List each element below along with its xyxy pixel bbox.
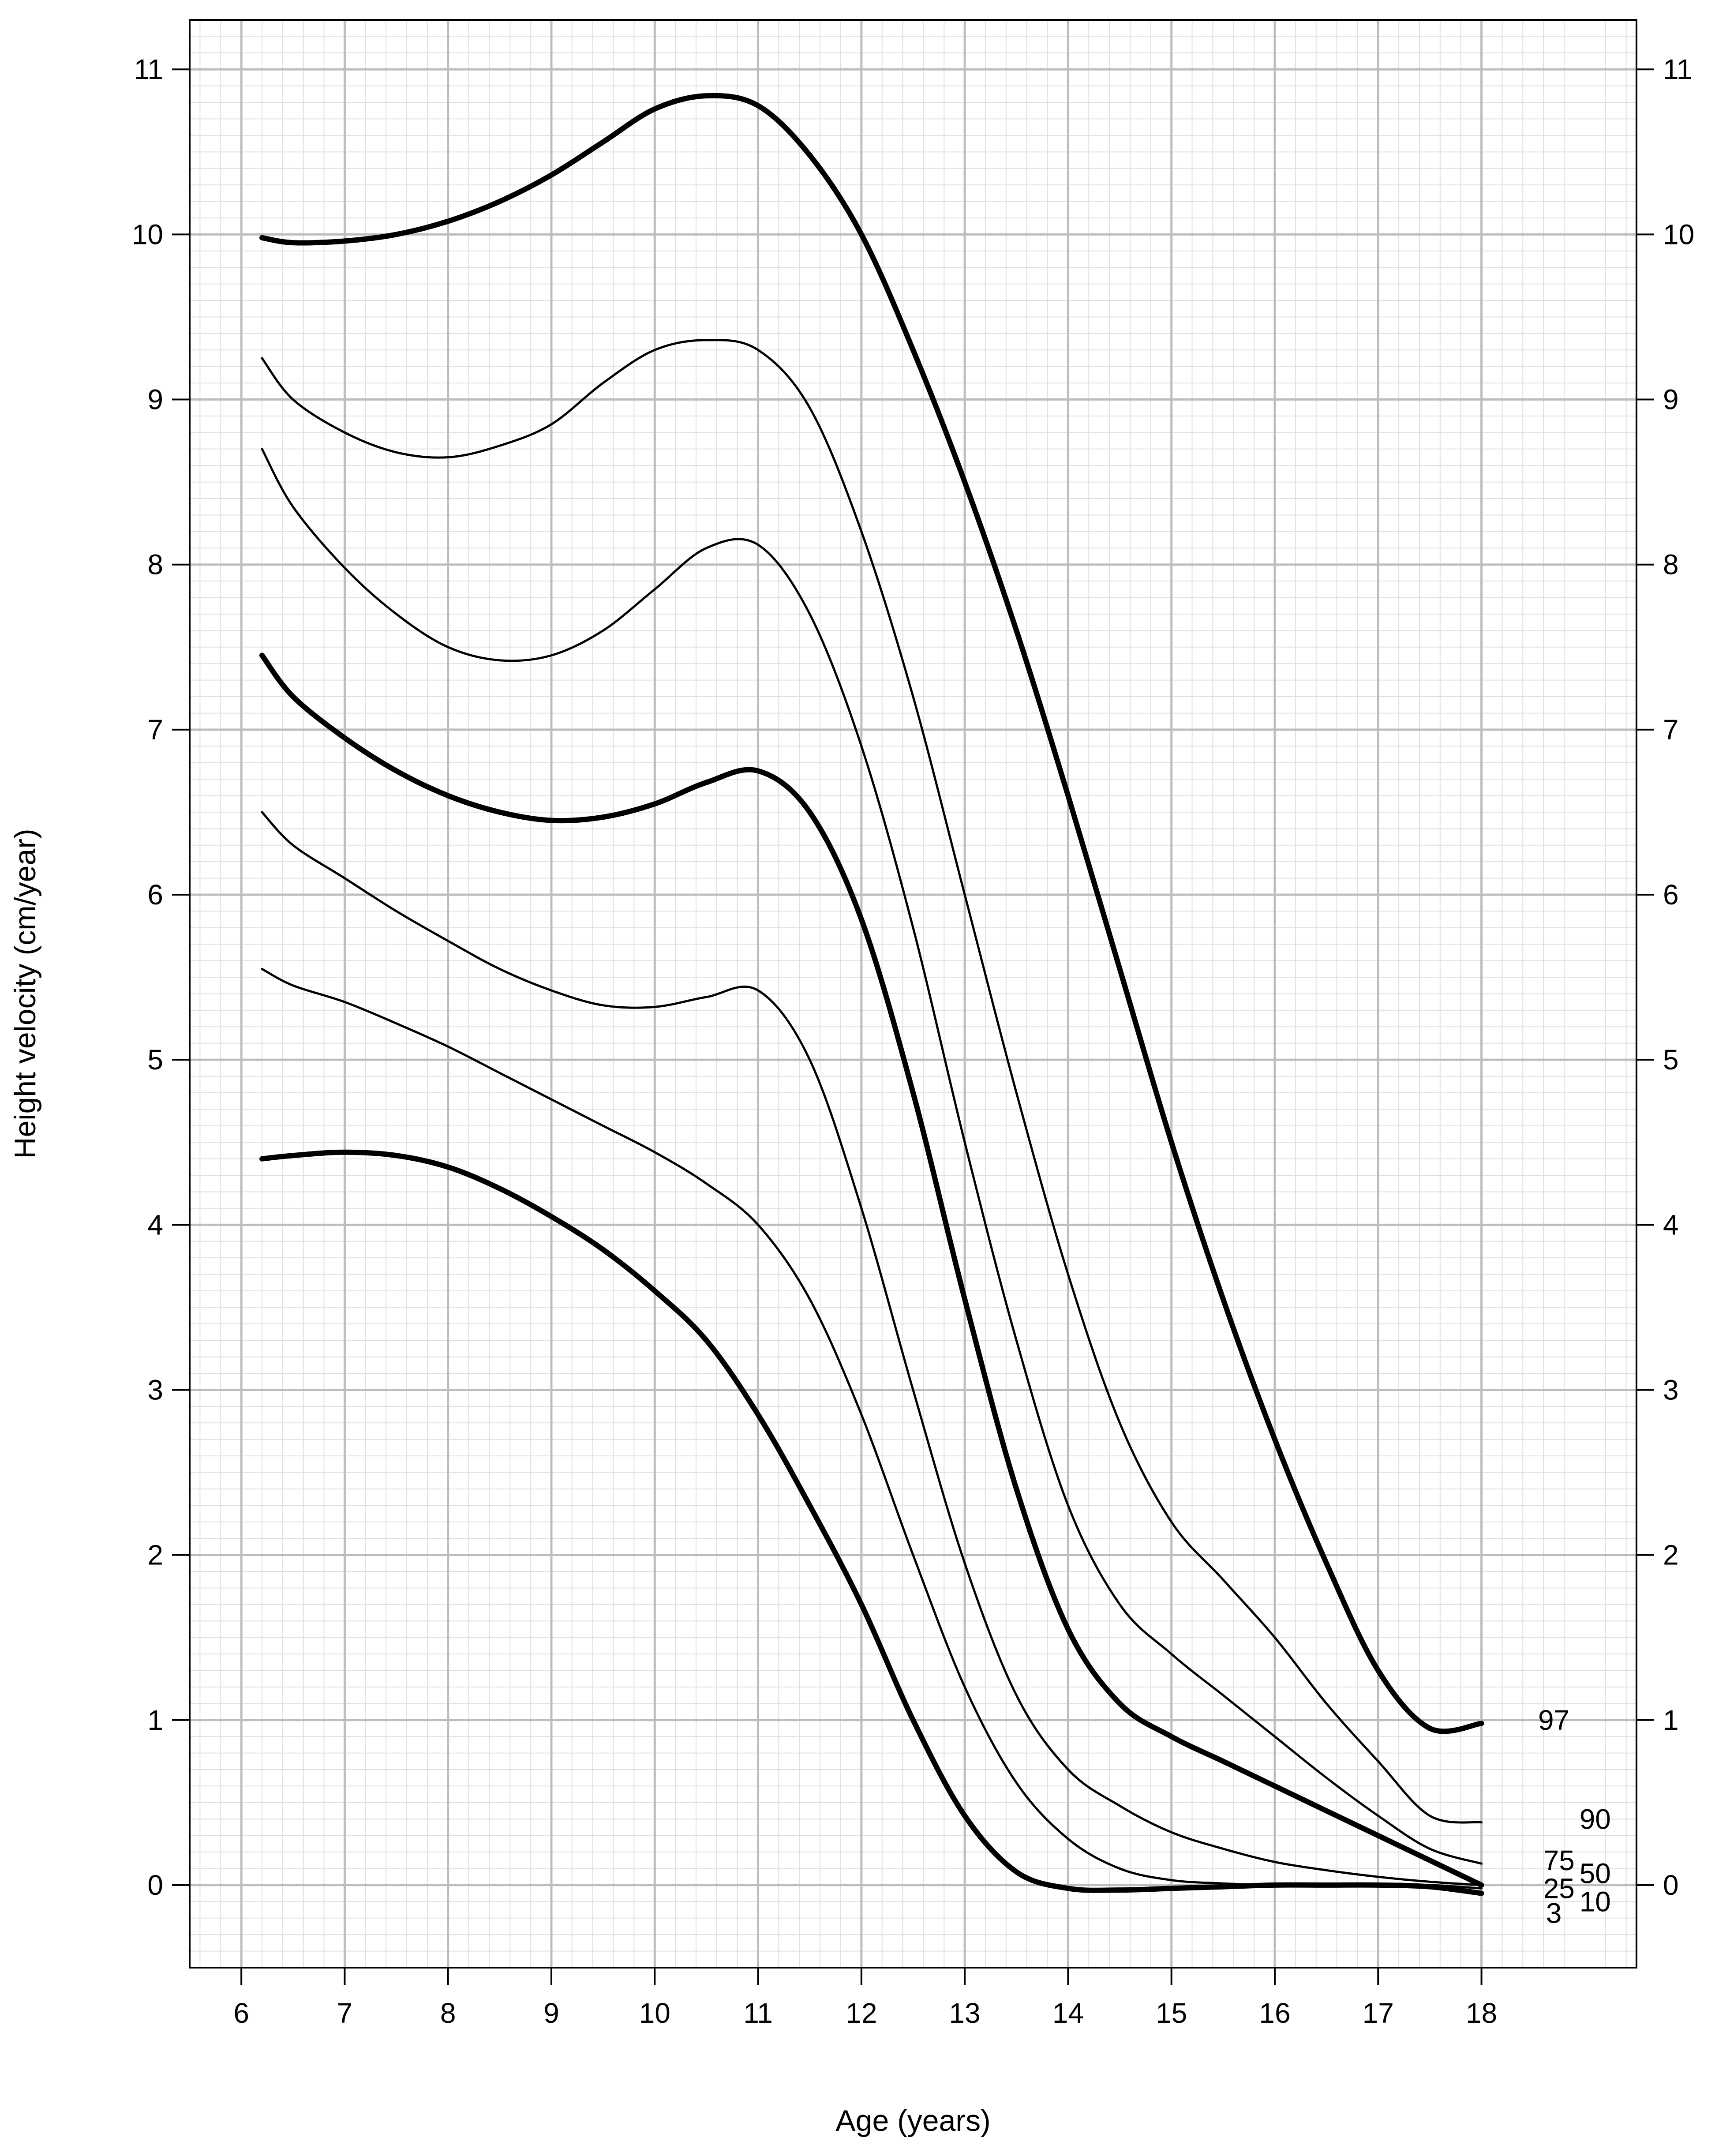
y-tick-label-left: 0 (147, 1869, 163, 1901)
x-tick-label: 10 (639, 1997, 670, 2029)
y-tick-labels-left: 0 1 2 3 4 5 6 7 8 9 10 11 (132, 53, 163, 1901)
x-axis-title: Age (years) (835, 2104, 990, 2137)
y-tick-label-right: 1 (1663, 1704, 1679, 1736)
y-tick-label-right: 9 (1663, 384, 1679, 416)
percentile-label-p75: 75 (1543, 1845, 1575, 1876)
y-tick-label-left: 6 (147, 879, 163, 911)
y-tick-label-right: 2 (1663, 1539, 1679, 1571)
y-tick-label-right: 10 (1663, 218, 1694, 250)
y-tick-label-right: 7 (1663, 714, 1679, 746)
minor-grid (190, 19, 1636, 1968)
plot-frame (189, 19, 1637, 1969)
percentile-curve-p97 (259, 93, 1484, 1734)
percentile-curves (259, 93, 1484, 1896)
x-tick-label: 7 (337, 1997, 353, 2029)
x-tick-label: 12 (846, 1997, 877, 2029)
percentile-curve-p3 (259, 1149, 1484, 1896)
percentile-label-p50: 50 (1580, 1858, 1611, 1890)
percentile-label-p3: 3 (1546, 1897, 1562, 1929)
x-tick-label: 6 (233, 1997, 249, 2029)
y-tick-label-right: 6 (1663, 879, 1679, 911)
x-tick-label: 8 (440, 1997, 456, 2029)
x-tick-label: 15 (1156, 1997, 1187, 2029)
x-tick-label: 11 (743, 1997, 772, 2029)
major-grid (190, 20, 1636, 1968)
y-tick-labels-right: 0 1 2 3 4 5 6 7 8 9 10 11 (1663, 53, 1694, 1901)
percentile-label-p10: 10 (1580, 1886, 1611, 1917)
y-tick-label-left: 1 (147, 1704, 163, 1736)
percentile-curve-p90 (261, 339, 1483, 1824)
x-tick-label: 18 (1466, 1997, 1497, 2029)
y-tick-label-right: 5 (1663, 1044, 1679, 1076)
percentile-curve-p50 (259, 652, 1484, 1888)
x-tick-labels: 6 7 8 9 10 11 12 13 14 15 16 17 18 (233, 1997, 1497, 2029)
y-tick-label-left: 9 (147, 384, 163, 416)
x-tick-label: 17 (1363, 1997, 1394, 2029)
y-tick-label-left: 5 (147, 1044, 163, 1076)
tick-marks (172, 68, 1654, 1985)
x-tick-label: 14 (1052, 1997, 1084, 2029)
x-tick-label: 16 (1259, 1997, 1290, 2029)
y-axis-title: Height velocity (cm/year) (8, 829, 42, 1159)
y-tick-label-right: 11 (1663, 53, 1692, 85)
y-tick-label-left: 2 (147, 1539, 163, 1571)
y-tick-label-right: 8 (1663, 549, 1679, 581)
percentile-curve-p25 (261, 811, 1483, 1886)
percentile-label-p25: 25 (1543, 1872, 1575, 1904)
y-tick-label-left: 8 (147, 549, 163, 581)
y-tick-label-left: 7 (147, 714, 163, 746)
y-tick-label-right: 4 (1663, 1209, 1679, 1241)
y-tick-label-left: 10 (132, 218, 163, 250)
y-tick-label-right: 3 (1663, 1374, 1679, 1406)
y-tick-label-left: 11 (134, 53, 163, 85)
percentile-curve-p75 (261, 448, 1483, 1865)
x-tick-label: 9 (543, 1997, 559, 2029)
percentile-label-p90: 90 (1580, 1803, 1611, 1835)
x-tick-label: 13 (949, 1997, 981, 2029)
y-tick-label-left: 4 (147, 1209, 163, 1241)
percentile-label-p97: 97 (1538, 1704, 1569, 1736)
y-tick-label-left: 3 (147, 1374, 163, 1406)
y-tick-label-right: 0 (1663, 1869, 1679, 1901)
